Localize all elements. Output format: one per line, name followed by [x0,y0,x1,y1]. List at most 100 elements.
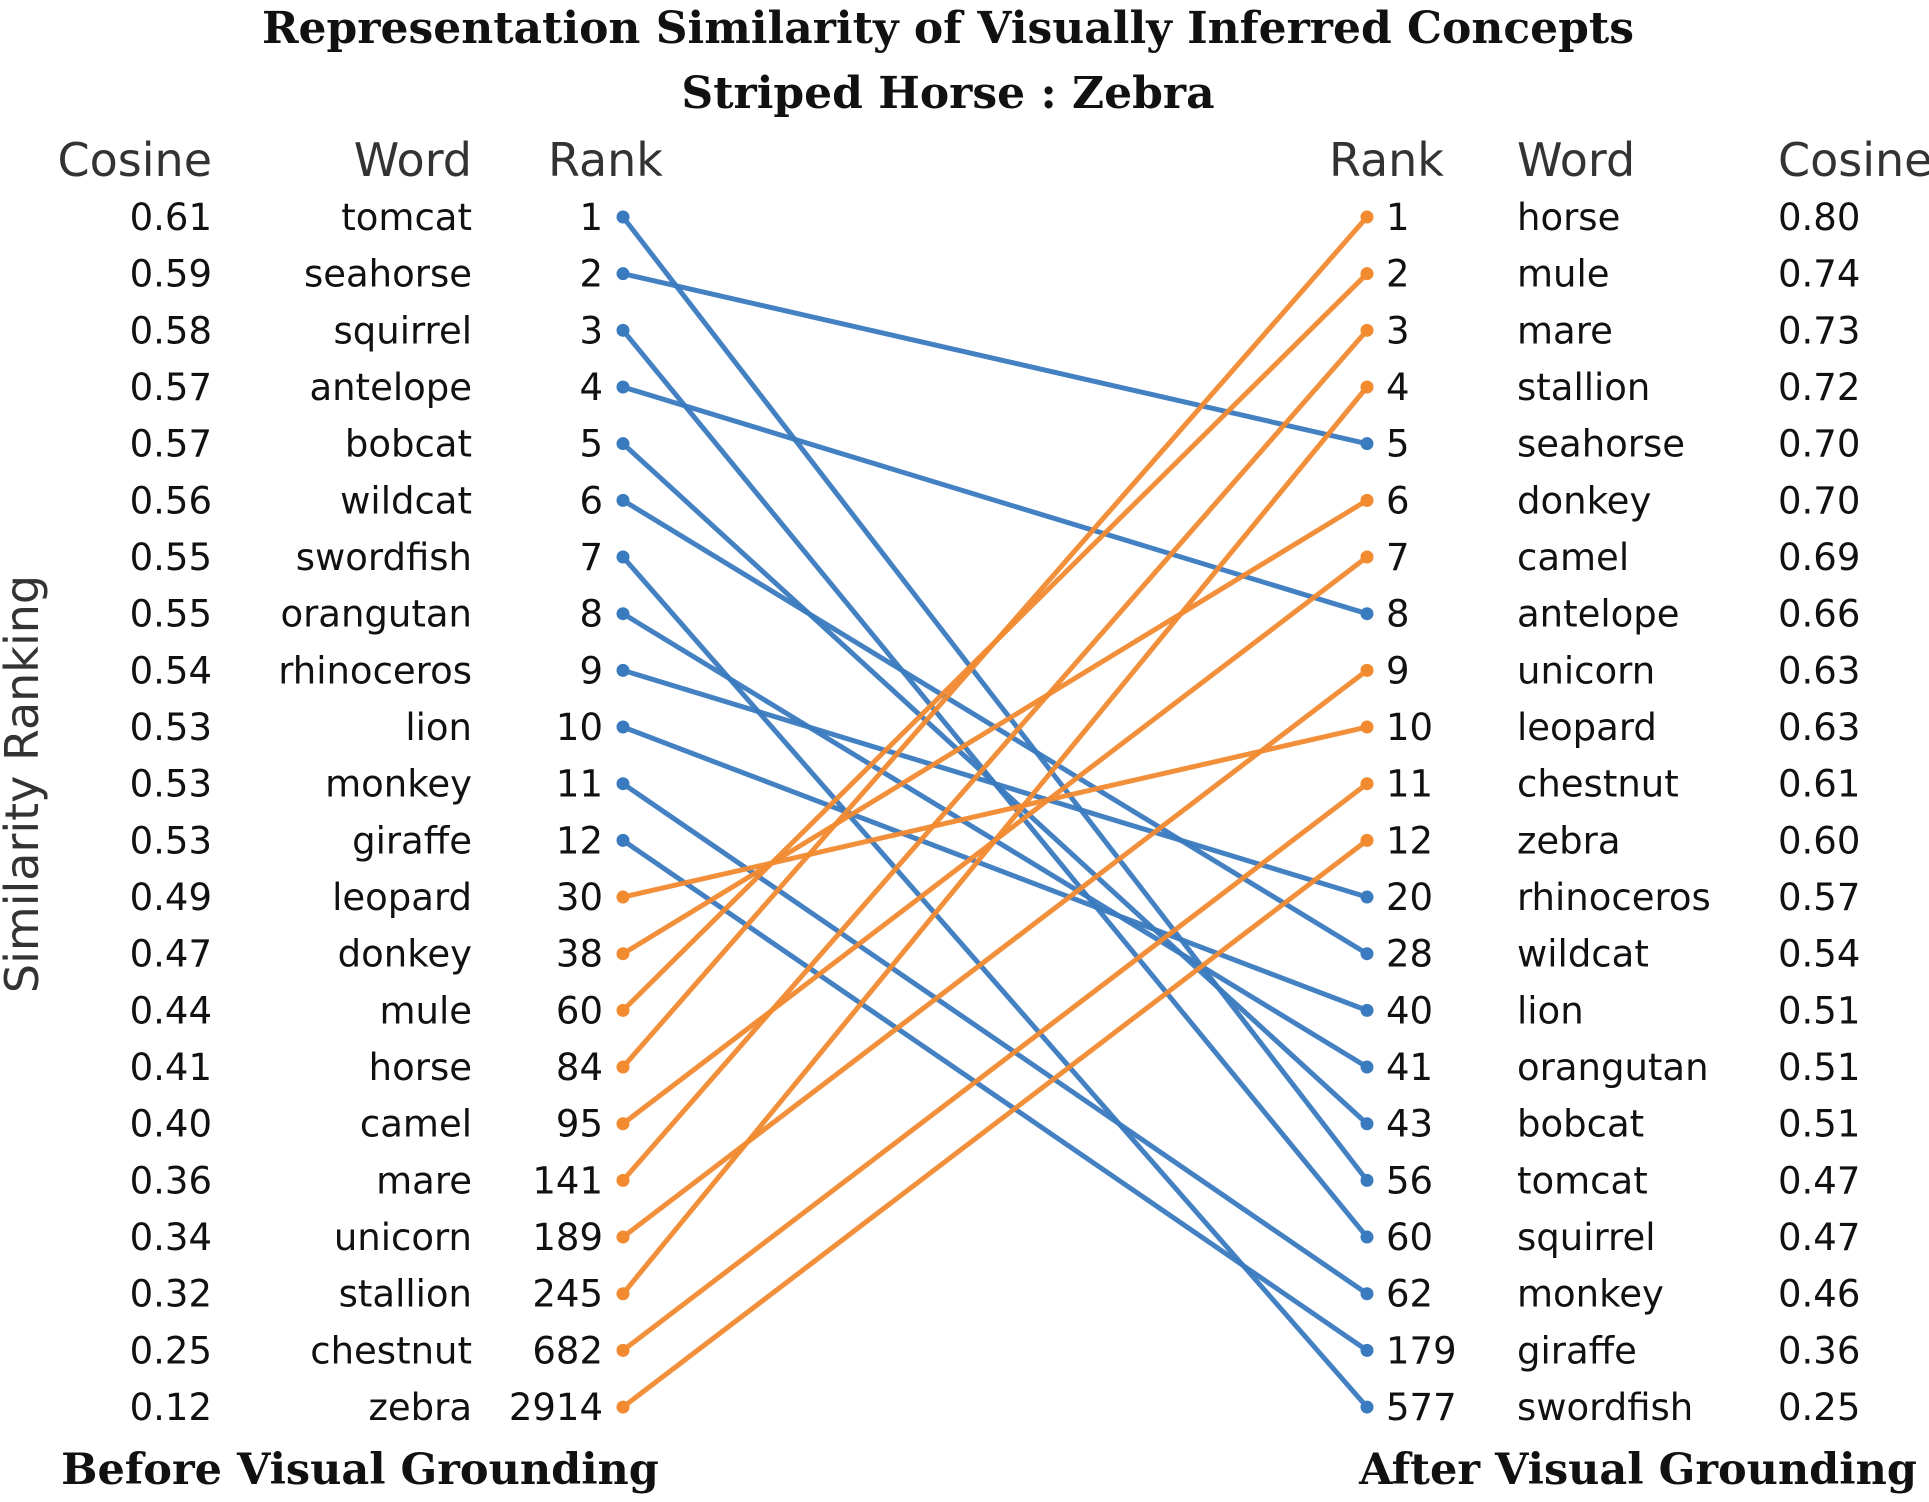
chart-subtitle: Striped Horse : Zebra [681,68,1214,119]
before-rank-cell: 84 [556,1046,603,1089]
before-cosine-cell: 0.55 [130,536,212,579]
after-rank-cell: 20 [1386,876,1433,919]
before-cosine-header: Cosine [58,133,212,187]
before-point-leopard [616,890,630,904]
before-cosine-cell: 0.61 [130,196,212,239]
connector-line-zebra [620,837,1370,1410]
before-point-orangutan [616,607,630,621]
before-word-cell: zebra [368,1386,472,1429]
after-word-cell: wildcat [1517,933,1649,976]
after-table: 1 horse 0.80 2 mule 0.74 3 mare 0.73 4 stallion 0.7… [1386,196,1860,1429]
before-word-cell: giraffe [352,819,472,862]
before-cosine-cell: 0.40 [130,1103,212,1146]
after-cosine-header: Cosine [1778,133,1929,187]
before-cosine-cell: 0.49 [130,876,212,919]
before-word-cell: swordfish [296,536,472,579]
before-point-bobcat [616,437,630,451]
before-rank-cell: 3 [579,309,603,352]
before-rank-cell: 38 [556,933,603,976]
before-cosine-cell: 0.32 [130,1273,212,1316]
after-cosine-cell: 0.46 [1778,1273,1860,1316]
after-cosine-cell: 0.80 [1778,196,1860,239]
before-rank-cell: 6 [579,479,603,522]
before-point-stallion [616,1287,630,1301]
after-point-horse [1360,210,1374,224]
before-cosine-cell: 0.55 [130,593,212,636]
after-rank-cell: 6 [1386,479,1410,522]
before-point-donkey [616,947,630,961]
after-point-antelope [1360,607,1374,621]
after-point-leopard [1360,720,1374,734]
before-rank-cell: 30 [556,876,603,919]
after-cosine-cell: 0.51 [1778,1046,1860,1089]
connector-line-seahorse [620,271,1370,447]
after-cosine-cell: 0.63 [1778,649,1860,692]
after-point-lion [1360,1003,1374,1017]
after-cosine-cell: 0.63 [1778,706,1860,749]
before-rank-cell: 9 [579,649,603,692]
connector-line-lion [620,724,1370,1013]
before-cosine-cell: 0.53 [130,706,212,749]
before-word-cell: horse [369,1046,472,1089]
after-point-stallion [1360,380,1374,394]
chart-title: Representation Similarity of Visually In… [262,3,1634,54]
after-point-unicorn [1360,663,1374,677]
after-rank-cell: 41 [1386,1046,1433,1089]
after-word-cell: swordfish [1517,1386,1693,1429]
after-rank-cell: 43 [1386,1103,1433,1146]
after-rank-cell: 11 [1386,763,1433,806]
after-rank-cell: 1 [1386,196,1410,239]
before-cosine-cell: 0.58 [130,309,212,352]
after-cosine-cell: 0.74 [1778,253,1860,296]
after-point-rhinoceros [1360,890,1374,904]
after-point-mule [1360,267,1374,281]
connector-line-rhinoceros [620,667,1370,900]
before-rank-cell: 60 [556,989,603,1032]
after-cosine-cell: 0.25 [1778,1386,1860,1429]
before-cosine-cell: 0.57 [130,423,212,466]
before-point-unicorn [616,1230,630,1244]
after-rank-cell: 60 [1386,1216,1433,1259]
after-cosine-cell: 0.36 [1778,1329,1860,1372]
after-point-seahorse [1360,437,1374,451]
after-rank-cell: 179 [1386,1329,1457,1372]
after-word-cell: tomcat [1517,1159,1648,1202]
after-rank-cell: 8 [1386,593,1410,636]
after-word-cell: antelope [1517,593,1680,636]
before-cosine-cell: 0.53 [130,763,212,806]
before-rank-cell: 5 [579,423,603,466]
after-point-tomcat [1360,1173,1374,1187]
before-rank-cell: 245 [532,1273,603,1316]
after-cosine-cell: 0.60 [1778,819,1860,862]
before-word-cell: leopard [332,876,472,919]
after-point-squirrel [1360,1230,1374,1244]
after-word-cell: seahorse [1517,423,1685,466]
after-point-bobcat [1360,1117,1374,1131]
before-cosine-cell: 0.59 [130,253,212,296]
after-cosine-cell: 0.47 [1778,1159,1860,1202]
after-word-cell: giraffe [1517,1329,1637,1372]
after-cosine-cell: 0.73 [1778,309,1860,352]
connector-line-stallion [620,384,1370,1297]
before-word-cell: orangutan [280,593,472,636]
before-rank-cell: 682 [532,1329,603,1372]
after-rank-cell: 40 [1386,989,1433,1032]
before-cosine-cell: 0.44 [130,989,212,1032]
connector-line-mare [620,327,1370,1183]
after-rank-cell: 5 [1386,423,1410,466]
before-word-header: Word [354,133,472,187]
after-point-giraffe [1360,1343,1374,1357]
before-point-chestnut [616,1343,630,1357]
connector-line-chestnut [620,781,1370,1353]
before-cosine-cell: 0.34 [130,1216,212,1259]
before-table: 0.61 tomcat 1 0.59 seahorse 2 0.58 squirrel 3 0.5… [130,196,603,1429]
before-word-cell: wildcat [340,479,472,522]
before-word-cell: camel [360,1103,472,1146]
after-point-chestnut [1360,777,1374,791]
after-word-header: Word [1517,133,1635,187]
before-point-camel [616,1117,630,1131]
before-cosine-cell: 0.57 [130,366,212,409]
after-rank-cell: 10 [1386,706,1433,749]
after-point-donkey [1360,493,1374,507]
